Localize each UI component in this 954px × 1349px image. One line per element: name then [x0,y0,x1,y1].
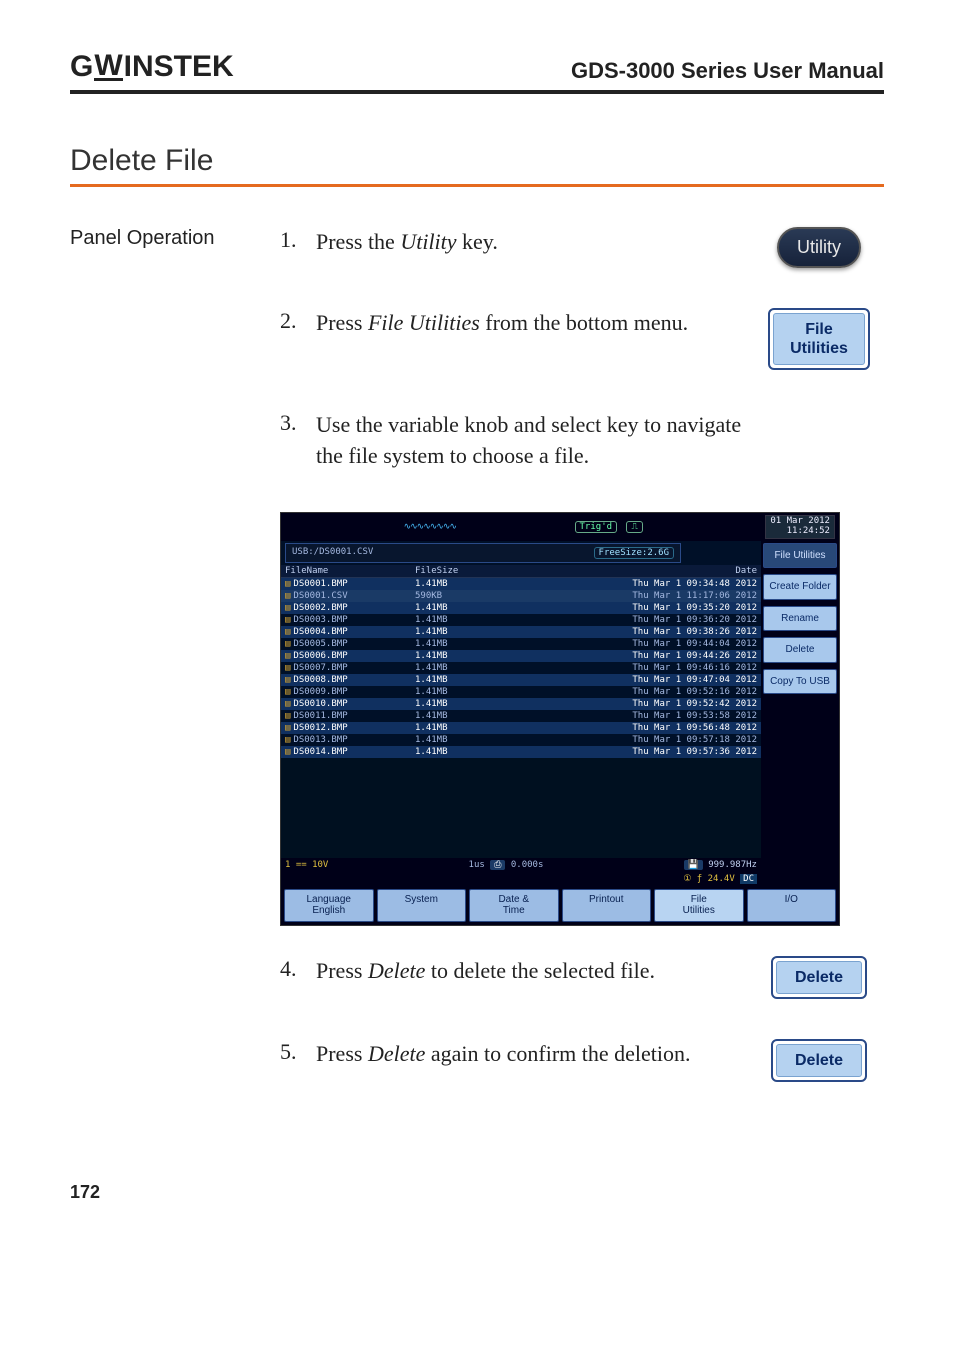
timebase: 1us [469,860,485,870]
bottom-menu-btn[interactable]: LanguageEnglish [284,889,374,922]
file-icon: ▤ [285,747,290,757]
file-icon: ▤ [285,639,290,649]
file-icon: ▤ [285,711,290,721]
side-btn-delete[interactable]: Delete [763,637,837,663]
page-number: 172 [70,1182,884,1203]
file-icon: ▤ [285,591,290,601]
file-icon: ▤ [285,735,290,745]
trigger-position: 0.000s [511,860,544,870]
brand-text-u: W [94,54,122,81]
frequency-readout: 999.987Hz [708,860,757,870]
save-indicator-icon: 💾 [684,860,703,870]
file-icon: ▤ [285,675,290,685]
side-btn-copy-to-usb[interactable]: Copy To USB [763,669,837,695]
empty-grid-area [281,758,761,858]
file-row[interactable]: ▤DS0003.BMP1.41MBThu Mar 1 09:36:20 2012 [281,614,761,626]
manual-title: GDS-3000 Series User Manual [571,58,884,84]
step-2: 2. Press File Utilities from the bottom … [280,308,884,370]
file-icon: ▤ [285,627,290,637]
step-number: 4. [280,956,316,982]
step-text: Press File Utilities from the bottom men… [316,308,754,339]
step-number: 5. [280,1039,316,1065]
free-size: FreeSize:2.6G [594,547,674,559]
waveform-icon: ∿∿∿∿∿∿∿∿ [404,522,456,532]
file-row[interactable]: ▤DS0002.BMP1.41MBThu Mar 1 09:35:20 2012 [281,602,761,614]
file-icon: ▤ [285,687,290,697]
file-row[interactable]: ▤DS0005.BMP1.41MBThu Mar 1 09:44:04 2012 [281,638,761,650]
side-menu: File Utilities Create Folder Rename Dele… [761,541,839,886]
trigger-status: Trig'd [575,521,618,533]
delete-softkey[interactable]: Delete [771,956,867,999]
usb-indicator-icon: ⎙ [490,860,505,870]
channel-readout: 1 == 10V [285,860,328,870]
file-row[interactable]: ▤DS0014.BMP1.41MBThu Mar 1 09:57:36 2012 [281,746,761,758]
bottom-menu-btn[interactable]: I/O [747,889,837,922]
file-icon: ▤ [285,699,290,709]
file-row[interactable]: ▤DS0012.BMP1.41MBThu Mar 1 09:56:48 2012 [281,722,761,734]
file-list-header: FileName FileSize Date [281,565,761,578]
file-row[interactable]: ▤DS0008.BMP1.41MBThu Mar 1 09:47:04 2012 [281,674,761,686]
file-row[interactable]: ▤DS0011.BMP1.41MBThu Mar 1 09:53:58 2012 [281,710,761,722]
side-btn-file-utilities[interactable]: File Utilities [763,543,837,569]
file-row[interactable]: ▤DS0006.BMP1.41MBThu Mar 1 09:44:26 2012 [281,650,761,662]
step-number: 1. [280,227,316,253]
file-utilities-softkey[interactable]: File Utilities [768,308,870,370]
edge-icon: ⎍ [626,521,642,533]
section-title: Delete File [70,144,884,187]
bottom-menu-btn[interactable]: Printout [562,889,652,922]
file-icon: ▤ [285,651,290,661]
file-row[interactable]: ▤DS0004.BMP1.41MBThu Mar 1 09:38:26 2012 [281,626,761,638]
step-text: Press the Utility key. [316,227,754,258]
step-1: 1. Press the Utility key. Utility [280,227,884,268]
step-text: Press Delete to delete the selected file… [316,956,754,987]
utility-key[interactable]: Utility [777,227,861,268]
file-path: USB:/DS0001.CSV [292,547,373,559]
file-row[interactable]: ▤DS0013.BMP1.41MBThu Mar 1 09:57:18 2012 [281,734,761,746]
clock-readout: 01 Mar 2012 11:24:52 [765,515,835,539]
step-text: Use the variable knob and select key to … [316,410,754,472]
side-btn-create-folder[interactable]: Create Folder [763,574,837,600]
file-row[interactable]: ▤DS0010.BMP1.41MBThu Mar 1 09:52:42 2012 [281,698,761,710]
file-row[interactable]: ▤DS0001.CSV590KBThu Mar 1 11:17:06 2012 [281,590,761,602]
step-4: 4. Press Delete to delete the selected f… [280,956,884,999]
file-icon: ▤ [285,603,290,613]
oscilloscope-screenshot: ∿∿∿∿∿∿∿∿ Trig'd ⎍ 01 Mar 2012 11:24:52 U… [280,512,840,926]
step-3: 3. Use the variable knob and select key … [280,410,884,472]
page-header: GWINSTEK GDS-3000 Series User Manual [70,50,884,94]
bottom-menu-btn[interactable]: FileUtilities [654,889,744,922]
file-icon: ▤ [285,615,290,625]
step-5: 5. Press Delete again to confirm the del… [280,1039,884,1082]
bottom-menu-btn[interactable]: System [377,889,467,922]
side-btn-rename[interactable]: Rename [763,606,837,632]
file-icon: ▤ [285,723,290,733]
step-number: 2. [280,308,316,334]
file-row[interactable]: ▤DS0001.BMP1.41MBThu Mar 1 09:34:48 2012 [281,578,761,590]
trigger-source-icon: ① ƒ [683,874,707,884]
file-row[interactable]: ▤DS0007.BMP1.41MBThu Mar 1 09:46:16 2012 [281,662,761,674]
delete-confirm-softkey[interactable]: Delete [771,1039,867,1082]
panel-operation-label: Panel Operation [70,227,280,1122]
brand-text-right: INSTEK [124,50,234,84]
file-icon: ▤ [285,663,290,673]
file-row[interactable]: ▤DS0009.BMP1.41MBThu Mar 1 09:52:16 2012 [281,686,761,698]
brand-logo: GWINSTEK [70,50,234,84]
coupling-readout: DC [740,874,757,884]
file-icon: ▤ [285,579,290,589]
voltage-readout: 24.4V [708,874,735,884]
brand-text-left: G [70,50,93,84]
bottom-menu: LanguageEnglishSystemDate &TimePrintoutF… [281,886,839,925]
bottom-menu-btn[interactable]: Date &Time [469,889,559,922]
step-number: 3. [280,410,316,436]
step-text: Press Delete again to confirm the deleti… [316,1039,754,1070]
